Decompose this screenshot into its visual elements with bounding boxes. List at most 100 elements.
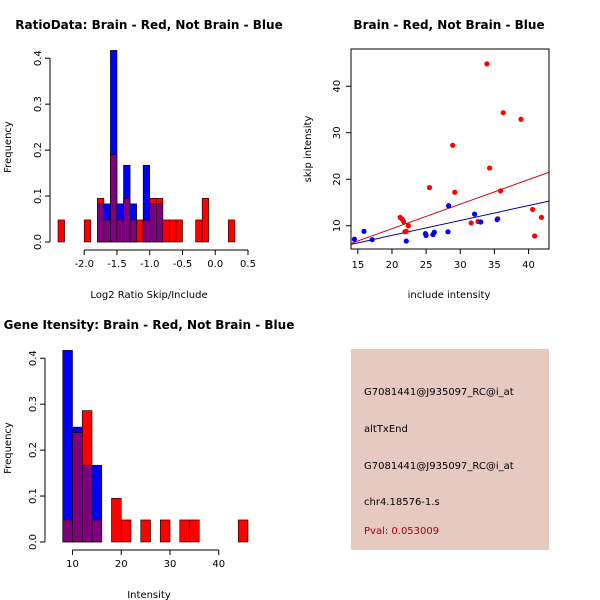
not-brain-point bbox=[351, 236, 358, 242]
intensity-hist-title: Gene Itensity: Brain - Red, Not Brain - … bbox=[4, 318, 295, 332]
overlap-bar bbox=[129, 219, 137, 243]
y-tick-label: 0.4 bbox=[28, 350, 39, 366]
not-brain-point bbox=[423, 232, 429, 239]
intensity-histogram-panel: Gene Itensity: Brain - Red, Not Brain - … bbox=[3, 318, 294, 600]
brain-point bbox=[487, 165, 493, 171]
ratio-hist-xlabel: Log2 Ratio Skip/Include bbox=[90, 290, 207, 301]
not-brain-fit-line bbox=[350, 200, 550, 245]
brain-point bbox=[530, 206, 536, 213]
brain-point bbox=[405, 223, 411, 229]
intensity-hist-bars bbox=[62, 350, 249, 543]
scatter-plot-box bbox=[350, 48, 550, 250]
y-tick-label: 0.0 bbox=[28, 534, 39, 550]
not-brain-point bbox=[403, 238, 409, 244]
intensity-hist-ylabel: Frequency bbox=[3, 422, 14, 474]
x-tick-label: -2.0 bbox=[74, 259, 94, 270]
brain-bar bbox=[175, 219, 183, 243]
p-value: Pval: 0.053009 bbox=[364, 526, 440, 537]
not-brain-point bbox=[431, 229, 437, 235]
y-tick-label: 0.0 bbox=[33, 234, 44, 250]
brain-bar bbox=[111, 498, 122, 543]
brain-bar bbox=[228, 219, 236, 243]
intensity-hist-xlabel: Intensity bbox=[127, 590, 171, 600]
brain-bar bbox=[237, 519, 249, 543]
scatter-panel: Brain - Red, Not Brain - Blue 15 20 25 30 35… bbox=[303, 18, 550, 301]
overlap-bar bbox=[110, 154, 118, 243]
x-tick-label: 0.0 bbox=[207, 259, 223, 270]
scatter-fit-lines bbox=[350, 171, 550, 245]
ratio-hist-ylabel: Frequency bbox=[3, 121, 14, 173]
brain-point bbox=[400, 218, 407, 225]
brain-bar bbox=[189, 519, 200, 543]
ratio-hist-bars bbox=[57, 50, 236, 243]
not-brain-point bbox=[361, 228, 367, 234]
brain-point bbox=[500, 110, 506, 116]
brain-bar bbox=[201, 198, 209, 243]
y-tick-label: 0.2 bbox=[28, 442, 39, 458]
brain-point bbox=[538, 214, 545, 220]
overlap-bar bbox=[103, 219, 111, 243]
x-tick-label: 40 bbox=[522, 260, 535, 271]
y-tick-label: 30 bbox=[332, 126, 343, 139]
overlap-bar bbox=[72, 432, 83, 543]
overlap-bar bbox=[155, 203, 164, 243]
x-tick-label: -0.5 bbox=[173, 259, 193, 270]
y-tick-label: 0.3 bbox=[28, 396, 39, 412]
y-tick-label: 0.1 bbox=[33, 188, 44, 204]
x-tick-label: -1.0 bbox=[140, 259, 160, 270]
x-tick-label: 30 bbox=[164, 559, 177, 570]
x-tick-label: 20 bbox=[115, 559, 128, 570]
probe-id-1: G7081441@J935097_RC@i_at bbox=[364, 387, 514, 398]
ratio-hist-title: RatioData: Brain - Red, Not Brain - Blue bbox=[15, 18, 282, 32]
brain-bar bbox=[179, 519, 190, 543]
x-tick-label: 15 bbox=[351, 260, 364, 271]
brain-bar bbox=[57, 219, 65, 243]
brain-point bbox=[484, 61, 490, 67]
probe-id-2: G7081441@J935097_RC@i_at bbox=[364, 461, 514, 472]
intensity-hist-x-axis: 10 20 30 40 bbox=[66, 549, 225, 570]
y-tick-label: 10 bbox=[332, 219, 343, 232]
overlap-bar bbox=[123, 198, 131, 243]
brain-point bbox=[452, 189, 458, 195]
not-brain-point bbox=[478, 219, 484, 225]
y-tick-label: 0.2 bbox=[33, 142, 44, 158]
scatter-x-axis: 15 20 25 30 35 40 bbox=[351, 248, 535, 271]
x-tick-label: 40 bbox=[212, 559, 225, 570]
scatter-xlabel: include intensity bbox=[408, 290, 491, 301]
brain-bar bbox=[162, 219, 170, 243]
overlap-bar bbox=[62, 519, 73, 543]
locus-id: chr4.18576-1.s bbox=[364, 497, 440, 508]
brain-bar bbox=[169, 219, 177, 243]
y-tick-label: 20 bbox=[332, 173, 343, 186]
brain-bar bbox=[83, 219, 92, 243]
brain-bar bbox=[120, 519, 132, 543]
brain-bar bbox=[140, 519, 151, 543]
not-brain-point bbox=[494, 217, 500, 223]
x-tick-label: 0.5 bbox=[240, 259, 256, 270]
intensity-hist-y-axis: 0.0 0.1 0.2 0.3 0.4 bbox=[28, 350, 46, 550]
overlap-bar bbox=[116, 219, 124, 243]
event-type: altTxEnd bbox=[364, 424, 408, 435]
brain-point bbox=[532, 233, 538, 239]
y-tick-label: 0.4 bbox=[33, 50, 44, 66]
scatter-points bbox=[351, 61, 545, 244]
brain-point bbox=[497, 188, 504, 194]
x-tick-label: 20 bbox=[386, 260, 399, 271]
x-tick-label: 25 bbox=[420, 260, 433, 271]
brain-point bbox=[468, 220, 474, 226]
probe-info-panel: G7081441@J935097_RC@i_at altTxEnd G70814… bbox=[351, 349, 549, 550]
y-tick-label: 0.1 bbox=[28, 488, 39, 504]
brain-point bbox=[426, 185, 433, 191]
not-brain-point bbox=[369, 237, 375, 243]
brain-bar bbox=[159, 519, 171, 543]
ratio-histogram-panel: RatioData: Brain - Red, Not Brain - Blue… bbox=[3, 18, 283, 301]
ratio-hist-x-axis: -2.0 -1.5 -1.0 -0.5 0.0 0.5 bbox=[74, 249, 256, 270]
not-brain-point bbox=[471, 211, 478, 217]
not-brain-bar bbox=[62, 350, 73, 543]
overlap-bar bbox=[91, 519, 103, 543]
brain-point bbox=[450, 142, 456, 148]
overlap-bar bbox=[97, 203, 105, 243]
x-tick-label: 10 bbox=[66, 559, 79, 570]
brain-point bbox=[518, 116, 524, 122]
